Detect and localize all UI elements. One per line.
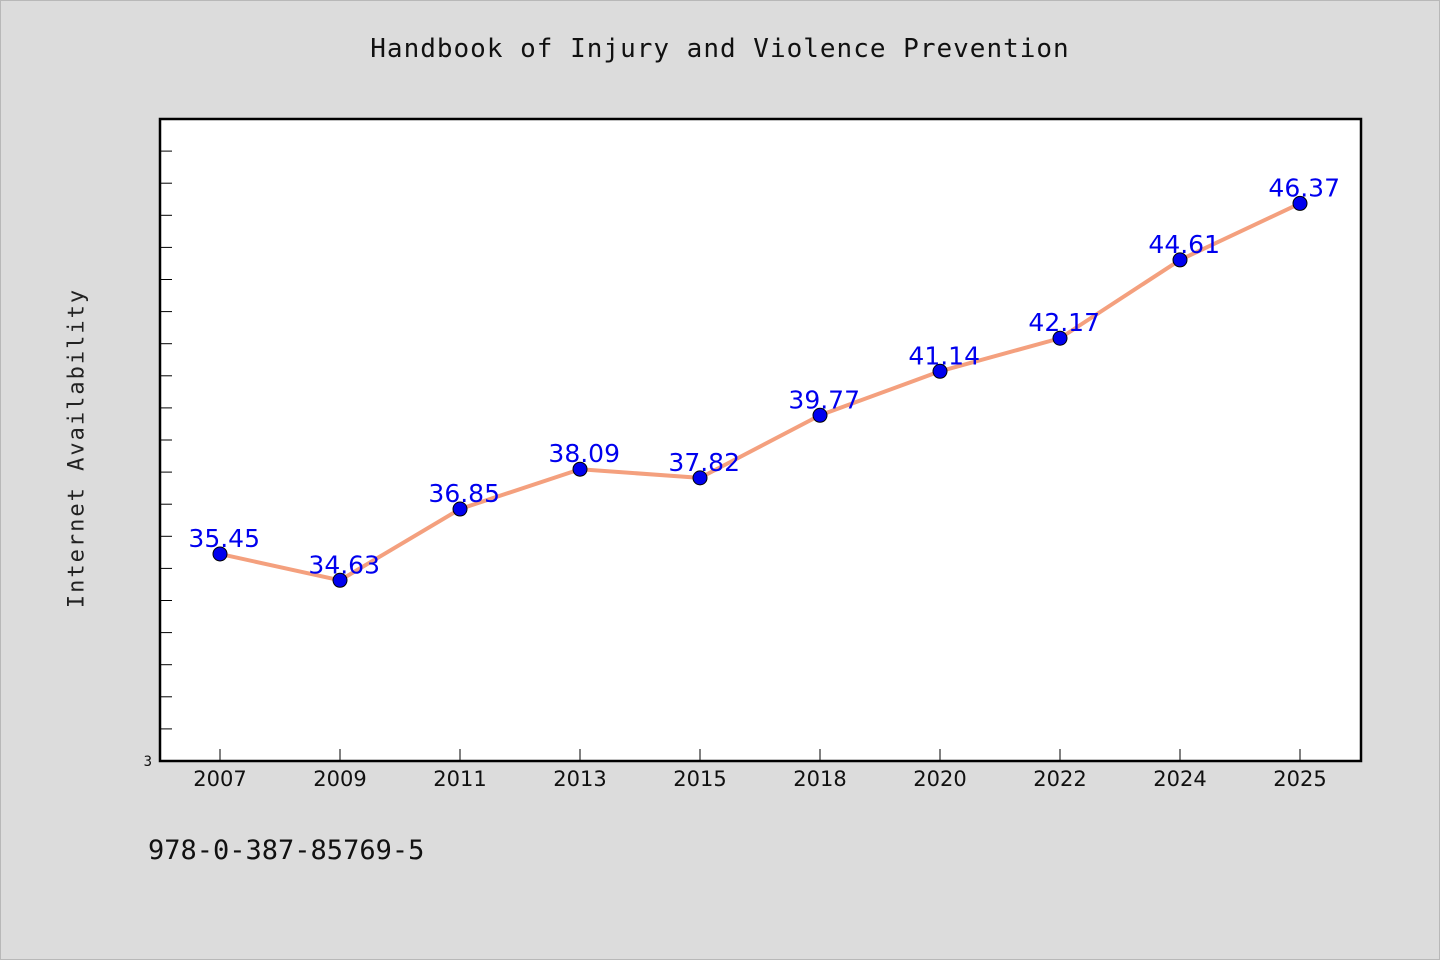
isbn-footer: 978-0-387-85769-5: [148, 835, 425, 866]
data-label: 38.09: [548, 439, 620, 468]
data-point: [332, 572, 348, 588]
x-tick-label: 2013: [553, 767, 606, 791]
data-label: 39.77: [788, 385, 860, 414]
data-label: 46.37: [1268, 173, 1340, 202]
y-tick-label: 3: [144, 754, 152, 770]
data-label: 37.82: [668, 448, 740, 477]
data-point: [452, 501, 468, 517]
data-point: [572, 461, 588, 477]
data-point: [1292, 195, 1308, 211]
data-point: [1172, 252, 1188, 268]
x-tick-label: 2018: [793, 767, 846, 791]
data-point: [812, 407, 828, 423]
x-tick-label: 2020: [913, 767, 966, 791]
data-point: [212, 546, 228, 562]
data-label: 35.45: [188, 524, 260, 553]
x-tick-label: 2025: [1273, 767, 1326, 791]
data-label: 41.14: [908, 341, 980, 370]
x-tick-label: 2022: [1033, 767, 1086, 791]
data-point: [1052, 330, 1068, 346]
x-tick-label: 2024: [1153, 767, 1206, 791]
x-tick-label: 2011: [433, 767, 486, 791]
series-line: [218, 201, 1302, 583]
x-tick-label: 2015: [673, 767, 726, 791]
data-point: [932, 363, 948, 379]
data-label: 42.17: [1028, 308, 1100, 337]
data-point: [692, 470, 708, 486]
x-tick-label: 2009: [313, 767, 366, 791]
x-tick-label: 2007: [193, 767, 246, 791]
data-label: 44.61: [1148, 230, 1220, 259]
plot-area: [158, 117, 1363, 763]
chart-title: Handbook of Injury and Violence Preventi…: [370, 34, 1070, 64]
data-label: 36.85: [428, 479, 500, 508]
data-label: 34.63: [308, 550, 380, 579]
